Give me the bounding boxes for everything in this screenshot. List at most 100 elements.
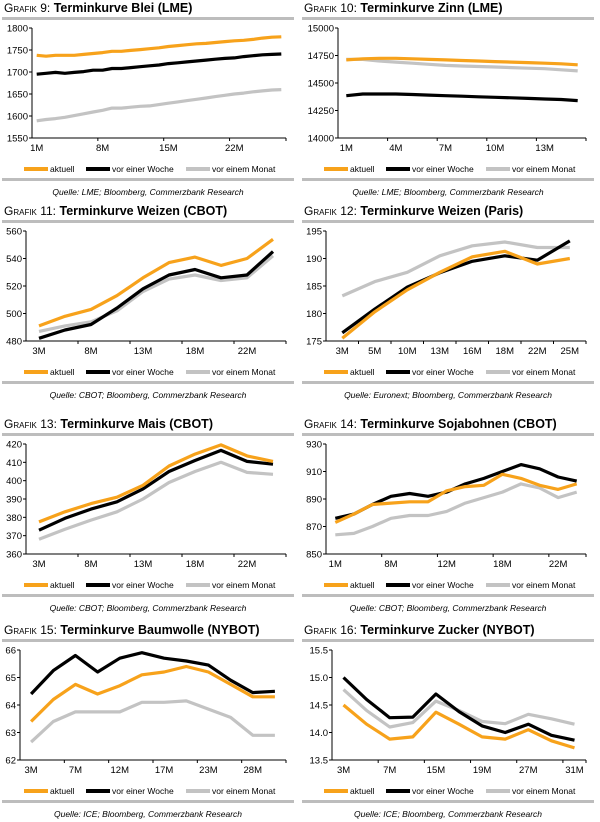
chart-source: Quelle: CBOT; Bloomberg, Commerzbank Res… <box>349 603 547 613</box>
chart-number: Grafik 12: <box>304 204 357 218</box>
x-tick-label: 15M <box>427 765 446 776</box>
y-tick-label: 1600 <box>7 112 28 123</box>
legend-item-monat: vor einem Monat <box>486 164 575 174</box>
legend-label: vor einer Woche <box>112 580 174 590</box>
chart-source: Quelle: LME; Bloomberg, Commerzbank Rese… <box>52 187 244 197</box>
series-line-woche <box>38 250 275 340</box>
series-line-woche <box>334 463 578 520</box>
x-tick-label: 27M <box>519 765 538 776</box>
legend-label: vor einem Monat <box>212 164 276 174</box>
divider <box>302 178 594 181</box>
chart-panel: Grafik 9: Terminkurve Blei (LME) 1550 1600… <box>2 0 294 200</box>
legend-label: aktuell <box>50 580 75 590</box>
x-tick-label: 22M <box>238 346 257 357</box>
legend: aktuell vor einer Woche vor einem Monat <box>2 786 294 800</box>
divider <box>302 800 594 803</box>
legend-item-monat: vor einem Monat <box>186 164 275 174</box>
legend-label: aktuell <box>350 786 375 796</box>
legend-item-woche: vor einer Woche <box>386 367 474 377</box>
y-tick-label: 500 <box>6 309 22 320</box>
y-tick-label: 420 <box>6 440 22 451</box>
chart-title: Grafik 14: Terminkurve Sojabohnen (CBOT) <box>302 416 594 433</box>
y-tick-label: 14.5 <box>310 701 329 712</box>
legend-swatch <box>86 370 110 374</box>
legend-item-aktuell: aktuell <box>24 786 75 796</box>
chart-number: Grafik 14: <box>304 417 357 431</box>
y-tick-label: 540 <box>6 254 22 265</box>
y-tick-label: 13.5 <box>310 756 329 767</box>
legend-label: vor einem Monat <box>512 580 576 590</box>
divider <box>2 220 294 223</box>
chart-number: Grafik 15: <box>4 623 57 637</box>
y-tick-label: 390 <box>6 495 22 506</box>
legend-item-woche: vor einer Woche <box>386 164 474 174</box>
series-line-aktuell <box>346 56 578 67</box>
divider <box>302 17 594 20</box>
y-tick-label: 360 <box>6 550 22 561</box>
series-line-woche <box>29 651 275 696</box>
legend: aktuell vor einer Woche vor einem Monat <box>302 786 594 800</box>
legend-label: aktuell <box>50 164 75 174</box>
x-tick-label: 3M <box>32 559 45 570</box>
x-tick-label: 3M <box>337 765 350 776</box>
chart-title-text: Terminkurve Zucker (NYBOT) <box>360 623 535 637</box>
divider <box>2 800 294 803</box>
divider <box>2 381 294 384</box>
legend-item-aktuell: aktuell <box>24 367 75 377</box>
y-tick-label: 870 <box>306 522 322 533</box>
series-line-aktuell <box>36 35 282 58</box>
series-line-monat <box>30 699 275 744</box>
series-line-aktuell <box>334 472 578 524</box>
divider <box>302 220 594 223</box>
divider <box>2 594 294 597</box>
legend-label: vor einem Monat <box>212 367 276 377</box>
x-tick-label: 17M <box>155 765 174 776</box>
x-tick-label: 7M <box>69 765 82 776</box>
line-chart: 480 500 520 540 560 3M 8M 13M 18M 22M <box>6 227 287 357</box>
series-line-monat <box>38 254 275 333</box>
legend-swatch <box>86 167 110 171</box>
x-tick-label: 28M <box>244 765 263 776</box>
x-tick-label: 22M <box>549 559 568 570</box>
divider <box>302 433 594 436</box>
legend-item-aktuell: aktuell <box>324 367 375 377</box>
legend-item-woche: vor einer Woche <box>86 164 174 174</box>
legend-swatch <box>486 789 510 793</box>
series-line-aktuell <box>29 664 275 723</box>
x-tick-label: 13M <box>134 559 153 570</box>
y-tick-label: 480 <box>6 337 22 348</box>
x-tick-label: 8M <box>84 559 97 570</box>
chart-source: Quelle: LME; Bloomberg, Commerzbank Rese… <box>352 187 544 197</box>
x-tick-label: 5M <box>368 346 381 357</box>
y-tick-label: 850 <box>306 550 322 561</box>
line-chart: 175 180 185 190 195 3M 5M 10M 13M 16M 18M 22M 25M <box>306 227 587 357</box>
legend-swatch <box>24 167 48 171</box>
series-line-monat <box>335 482 578 537</box>
legend-label: aktuell <box>50 367 75 377</box>
x-tick-label: 7M <box>439 143 452 154</box>
y-tick-label: 1800 <box>7 24 28 35</box>
legend-swatch <box>24 370 48 374</box>
y-tick-label: 14.0 <box>310 728 329 739</box>
x-tick-label: 25M <box>561 346 580 357</box>
legend-label: vor einem Monat <box>212 580 276 590</box>
legend-label: aktuell <box>350 164 375 174</box>
x-tick-label: 4M <box>389 143 402 154</box>
chart-title-text: Terminkurve Weizen (CBOT) <box>59 204 228 218</box>
chart-panel: Grafik 14: Terminkurve Sojabohnen (CBOT)… <box>302 416 594 616</box>
legend-item-monat: vor einem Monat <box>486 786 575 796</box>
x-tick-label: 15M <box>159 143 178 154</box>
legend-label: vor einer Woche <box>412 786 474 796</box>
series-line-aktuell <box>38 443 274 524</box>
series-line-woche <box>38 448 274 532</box>
chart-source: Quelle: CBOT; Bloomberg, Commerzbank Res… <box>49 390 247 400</box>
x-tick-label: 8M <box>384 559 397 570</box>
line-chart: 13.5 14.0 14.5 15.0 15.5 3M 7M 15M 19M 27M 31M <box>310 646 587 776</box>
chart-title-text: Terminkurve Blei (LME) <box>53 1 193 15</box>
x-tick-label: 23M <box>199 765 218 776</box>
y-tick-label: 520 <box>6 282 22 293</box>
chart-number: Grafik 13: <box>4 417 57 431</box>
legend: aktuell vor einer Woche vor einem Monat <box>2 164 294 178</box>
legend-label: vor einer Woche <box>112 367 174 377</box>
legend-label: vor einem Monat <box>212 786 276 796</box>
